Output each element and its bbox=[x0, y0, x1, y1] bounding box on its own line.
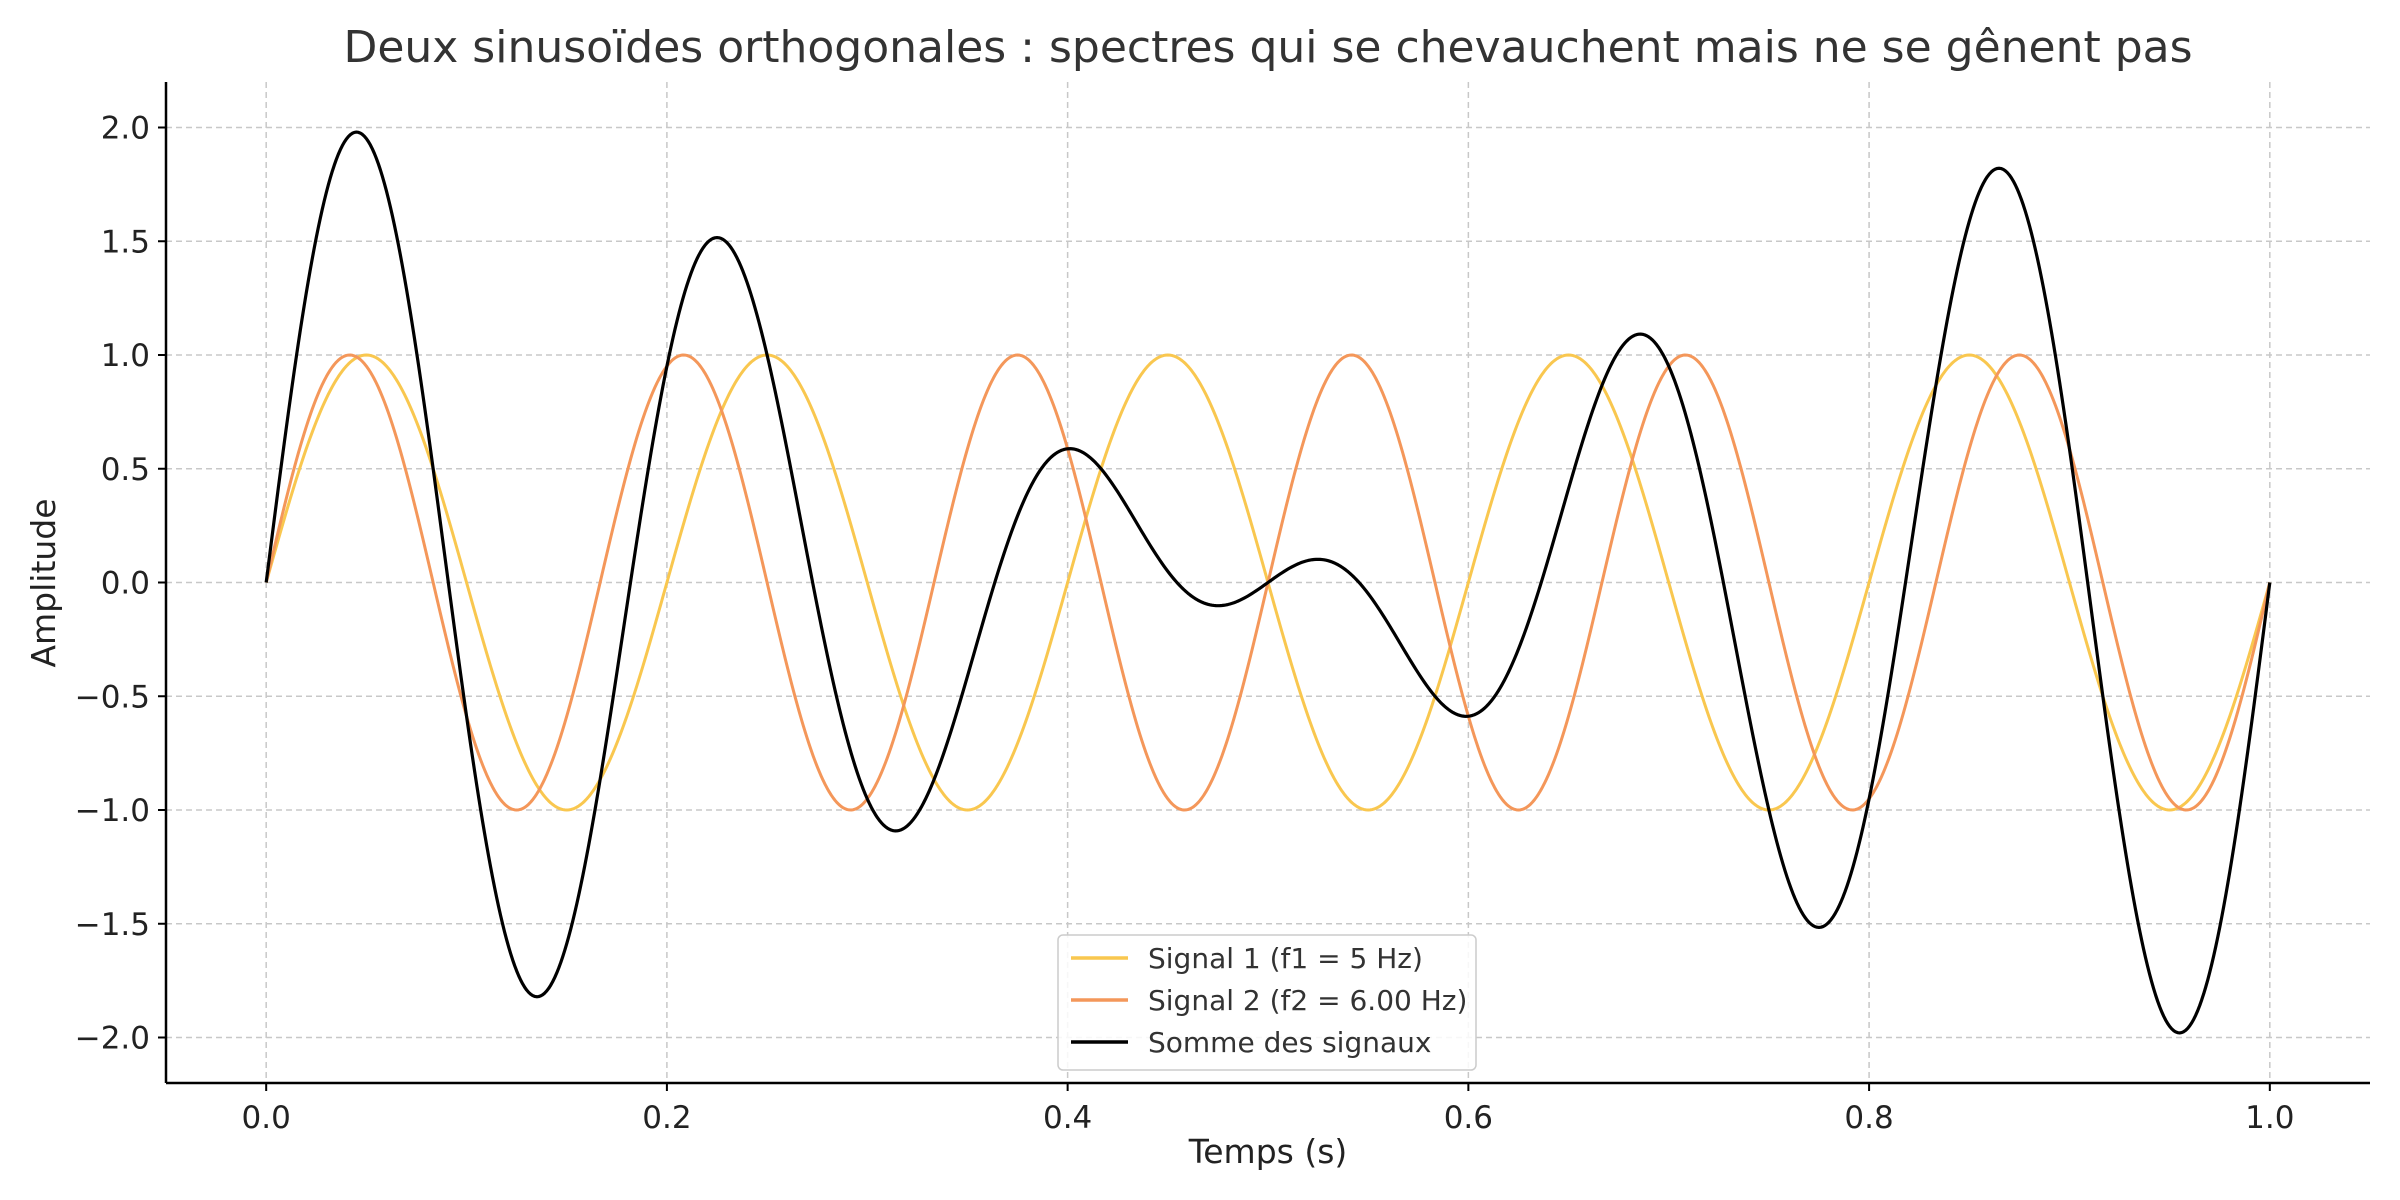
x-tick-label: 0.8 bbox=[1844, 1100, 1893, 1136]
y-tick-label: −1.5 bbox=[75, 907, 150, 943]
legend: Signal 1 (f1 = 5 Hz) Signal 2 (f2 = 6.00 … bbox=[1057, 934, 1477, 1071]
y-tick-label: 1.5 bbox=[101, 224, 150, 260]
y-tick-label: 1.0 bbox=[101, 338, 150, 374]
x-ticks: 0.0 0.2 0.4 0.6 0.8 1.0 bbox=[242, 1083, 2294, 1136]
x-tick-label: 1.0 bbox=[2245, 1100, 2294, 1136]
y-tick-label: 0.5 bbox=[101, 452, 150, 488]
y-axis-label: Amplitude bbox=[24, 498, 63, 667]
y-tick-label: −1.0 bbox=[75, 793, 150, 829]
x-axis-label: Temps (s) bbox=[1188, 1132, 1348, 1171]
series-sum-line bbox=[264, 130, 2272, 1035]
y-tick-label: −0.5 bbox=[75, 679, 150, 715]
y-ticks: 2.0 1.5 1.0 0.5 0.0 −0.5 −1.0 −1.5 −2.0 bbox=[75, 111, 166, 1057]
x-tick-label: 0.0 bbox=[242, 1100, 291, 1136]
legend-entry-label: Signal 2 (f2 = 6.00 Hz) bbox=[1148, 984, 1467, 1017]
y-tick-label: 2.0 bbox=[101, 111, 150, 147]
legend-entry-label: Somme des signaux bbox=[1148, 1026, 1431, 1059]
y-tick-label: −2.0 bbox=[75, 1021, 150, 1057]
series-layer bbox=[264, 130, 2272, 1035]
legend-entry-label: Signal 1 (f1 = 5 Hz) bbox=[1148, 942, 1423, 975]
y-tick-label: 0.0 bbox=[101, 566, 150, 602]
x-tick-label: 0.2 bbox=[642, 1100, 691, 1136]
x-tick-label: 0.6 bbox=[1444, 1100, 1493, 1136]
chart-title: Deux sinusoïdes orthogonales : spectres … bbox=[343, 22, 2192, 73]
x-tick-label: 0.4 bbox=[1043, 1100, 1092, 1136]
legend-box bbox=[1057, 934, 1477, 1071]
